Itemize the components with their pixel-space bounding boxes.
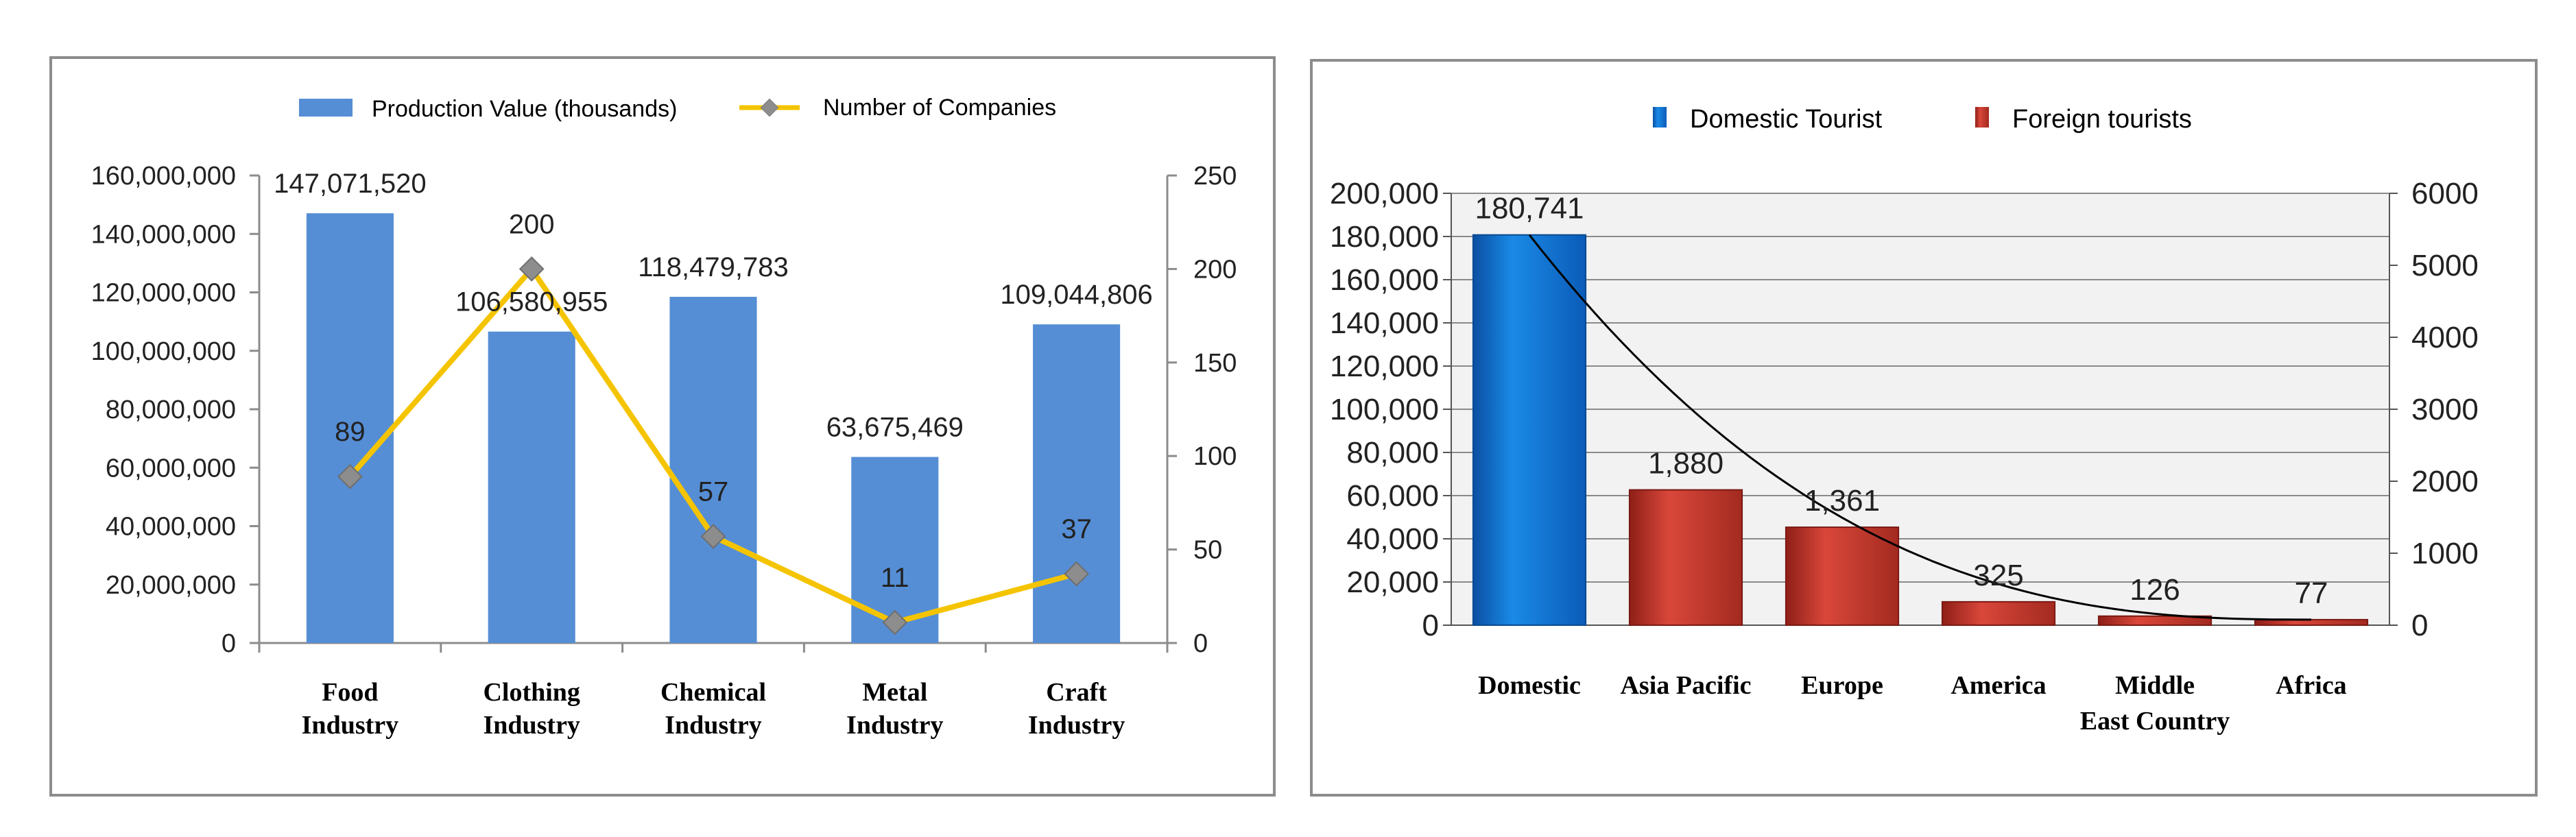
left-tick-label: 140,000 [1330, 306, 1439, 340]
bars [306, 213, 1121, 643]
production-bar [306, 213, 394, 643]
left-tick-label: 40,000,000 [106, 513, 236, 542]
data-labels: 147,071,520 106,580,955 118,479,783 63,675,… [274, 169, 1153, 593]
right-tick-label: 50 [1193, 536, 1222, 565]
axes: 0 20,000,000 40,000,000 60,000,000 80,000,00… [91, 162, 1237, 658]
foreign-value-label: 1,361 [1804, 484, 1880, 518]
production-bar [1033, 324, 1121, 643]
legend-label-production: Production Value (thousands) [372, 96, 677, 122]
companies-line [337, 256, 1089, 635]
right-tick-label: 0 [2411, 609, 2428, 642]
foreign-value-label: 1,880 [1648, 447, 1724, 481]
left-tick-label: 0 [222, 629, 236, 658]
category-label: Middle East Country [2080, 671, 2230, 736]
right-tick-label: 6000 [2411, 177, 2479, 210]
trendline [1528, 234, 2311, 621]
right-tick-label: 250 [1193, 162, 1237, 191]
foreign-bar [2097, 615, 2213, 627]
category-labels: Food Industry Clothing Industry Chemical Indu… [302, 678, 1125, 740]
legend-label-domestic: Domestic Tourist [1690, 105, 1883, 134]
companies-value-label: 37 [1061, 514, 1092, 544]
production-bar [488, 331, 575, 643]
production-value-label: 63,675,469 [826, 413, 964, 443]
production-value-label: 106,580,955 [455, 287, 608, 317]
right-tick-label: 200 [1193, 255, 1237, 284]
domestic-value-label: 180,741 [1475, 192, 1584, 226]
category-label: Africa [2276, 671, 2346, 700]
right-tick-label: 4000 [2411, 321, 2479, 354]
category-label: Europe [1801, 671, 1883, 700]
left-tick-label: 200,000 [1330, 177, 1439, 210]
right-tick-label: 150 [1193, 349, 1237, 378]
right-tick-label: 5000 [2411, 249, 2479, 282]
companies-marker [518, 256, 545, 282]
right-tick-label: 3000 [2411, 393, 2479, 426]
legend-swatch-foreign [1975, 107, 1989, 128]
foreign-bar [1941, 601, 2056, 626]
category-label: Clothing Industry [483, 678, 580, 740]
left-tick-label: 60,000,000 [106, 454, 236, 483]
left-tick-label: 160,000 [1330, 263, 1439, 297]
companies-value-label: 89 [335, 417, 366, 447]
left-tick-label: 100,000,000 [91, 337, 236, 366]
category-label: Food Industry [302, 678, 399, 740]
foreign-bar [1785, 526, 1900, 626]
data-labels: 180,741 1,880 1,361 325 126 77 [1475, 192, 2328, 610]
axes: 0 20,000 40,000 60,000 80,000 100,000 120,000 1… [1330, 177, 2479, 642]
legend-label-foreign: Foreign tourists [2012, 105, 2192, 134]
left-tick-label: 60,000 [1346, 479, 1439, 513]
legend-label-companies: Number of Companies [823, 95, 1056, 121]
right-tick-label: 100 [1193, 442, 1237, 471]
category-label: America [1951, 671, 2046, 700]
foreign-value-label: 77 [2295, 577, 2328, 610]
companies-marker [882, 609, 908, 635]
left-tick-label: 0 [1422, 609, 1439, 642]
legend: Domestic Tourist Foreign tourists [1653, 105, 2192, 134]
legend-swatch-domestic [1653, 107, 1667, 128]
foreign-value-label: 126 [2130, 573, 2180, 607]
foreign-value-label: 325 [1973, 559, 2023, 592]
production-bar [669, 296, 757, 643]
left-tick-label: 120,000 [1330, 350, 1439, 383]
left-tick-label: 100,000 [1330, 393, 1439, 426]
left-tick-label: 80,000,000 [106, 396, 236, 424]
category-label: Metal Industry [846, 678, 944, 740]
left-tick-label: 80,000 [1346, 436, 1439, 470]
bars [1472, 234, 2369, 627]
category-label: Domestic [1478, 671, 1581, 700]
right-tick-label: 0 [1193, 629, 1208, 658]
left-tick-label: 40,000 [1346, 522, 1439, 556]
left-tick-label: 120,000,000 [91, 279, 236, 308]
category-label: Asia Pacific [1620, 671, 1751, 700]
left-tick-label: 180,000 [1330, 220, 1439, 254]
production-value-label: 118,479,783 [638, 252, 788, 282]
legend: Production Value (thousands) Number of C… [299, 95, 1056, 122]
foreign-bar [1628, 489, 1743, 626]
companies-marker [1064, 561, 1089, 587]
category-label: Chemical Industry [660, 678, 766, 740]
right-tick-label: 1000 [2411, 537, 2479, 570]
left-tick-label: 160,000,000 [91, 162, 236, 191]
left-tick-label: 20,000 [1346, 566, 1439, 599]
legend-swatch-production [299, 99, 353, 117]
domestic-bar [1472, 234, 1587, 627]
right-tick-label: 2000 [2411, 465, 2479, 498]
category-label: Craft Industry [1028, 678, 1125, 740]
legend-marker-companies [760, 98, 779, 117]
companies-value-label: 200 [509, 209, 555, 239]
production-value-label: 109,044,806 [1000, 280, 1152, 310]
trendline-path [1528, 234, 2311, 621]
companies-marker [700, 524, 726, 549]
companies-value-label: 11 [881, 563, 909, 593]
left-tick-label: 20,000,000 [106, 571, 236, 600]
production-value-label: 147,071,520 [274, 169, 426, 199]
companies-value-label: 57 [698, 477, 729, 507]
category-labels: Domestic Asia Pacific Europe America Middle E… [1478, 671, 2347, 736]
left-tick-label: 140,000,000 [91, 220, 236, 249]
companies-marker [337, 463, 363, 489]
